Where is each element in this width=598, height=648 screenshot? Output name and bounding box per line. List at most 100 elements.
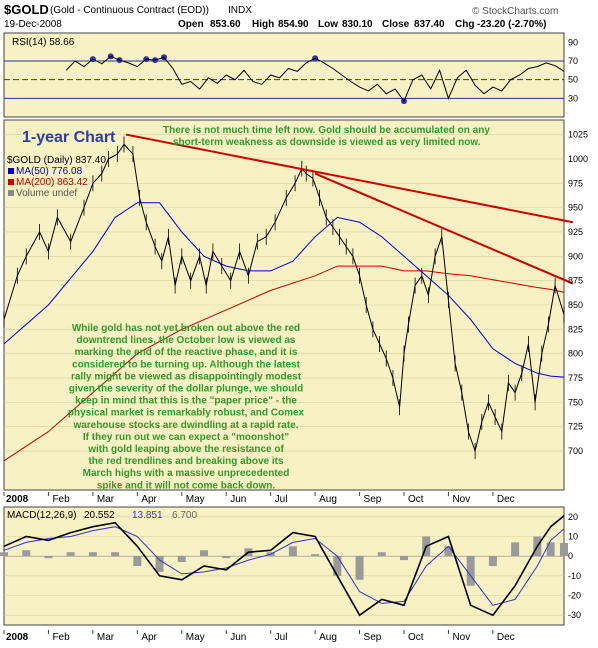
month-label: May [186, 494, 205, 505]
trendline [314, 172, 574, 285]
macd-tick-label: -30 [568, 610, 581, 620]
month-label: Oct [408, 494, 424, 505]
macd-histogram-bar [333, 556, 342, 576]
macd-legend-macd: 20.552 [84, 510, 115, 521]
trendline [126, 133, 574, 224]
chart-symbol: $GOLD [4, 2, 49, 17]
ma50-line [3, 202, 565, 378]
chg-label: Chg [455, 19, 474, 30]
macd-histogram-bar [133, 556, 142, 566]
ma200-line [3, 265, 565, 462]
macd-histogram-bar [200, 550, 208, 557]
macd-panel [3, 506, 565, 626]
month-label: Feb [52, 494, 70, 505]
month-label: Feb [52, 632, 70, 643]
month-label: Nov [452, 632, 470, 643]
main-comment-line: physical market is remarkably robust, an… [68, 408, 305, 419]
month-label: Jul [275, 632, 288, 643]
macd-histogram-bar [511, 542, 520, 557]
price-legend-ma50: MA(50) 776.08 [16, 166, 83, 177]
macd-histogram-bar [466, 556, 475, 586]
open-label: Open [178, 19, 204, 30]
month-label: Apr [141, 632, 157, 643]
ma200-legend-swatch [8, 179, 14, 185]
month-label: Aug [319, 494, 337, 505]
macd-tick-label: -10 [568, 571, 581, 581]
price-tick-label: 850 [568, 300, 583, 310]
price-line [3, 143, 565, 453]
macd-legend-hist: 6.700 [172, 510, 197, 521]
main-comment-line: March highs with a massive unprecedented [83, 468, 290, 479]
macd-tick-label: 10 [568, 532, 578, 542]
price-tick-label: 800 [568, 349, 583, 359]
macd-histogram-bar [155, 556, 164, 572]
rsi-line [65, 55, 565, 103]
chart-description: (Gold - Continuous Contract (EOD)) [50, 5, 209, 16]
month-label: Sep [364, 632, 382, 643]
macd-histogram-bar [177, 556, 186, 563]
main-comment-line: downtrend lines, the October low is view… [77, 335, 296, 346]
macd-tick-label: 20 [568, 512, 578, 522]
macd-histogram-bar [400, 556, 408, 561]
top-comment-line-1: There is not much time left now. Gold sh… [163, 125, 490, 136]
volume-legend-swatch [8, 190, 14, 196]
main-comment-line: with gold leaping above the resistance o… [87, 444, 284, 455]
price-legend-volume: Volume undef [16, 188, 77, 199]
price-tick-label: 925 [568, 227, 583, 237]
macd-legend-signal: 13.851 [132, 510, 163, 521]
rsi-tick-label: 50 [568, 75, 578, 85]
rsi-tick-label: 30 [568, 93, 578, 103]
top-comment-line-2: short-term weakness as downside is viewe… [173, 137, 481, 148]
month-label: Jun [230, 632, 246, 643]
macd-histogram-bar [444, 546, 453, 557]
main-comment-line: given the severity of the dollar plunge,… [69, 384, 303, 395]
price-tick-label: 1000 [568, 154, 588, 164]
chg-value: -23.20 (-2.70%) [477, 19, 546, 30]
macd-histogram-bar [546, 542, 555, 557]
month-label: Jun [230, 494, 246, 505]
price-tick-label: 825 [568, 324, 583, 334]
chart-date: 19-Dec-2008 [4, 19, 62, 30]
macd-line [3, 515, 565, 617]
main-comment-line: considered to be turning up. Although th… [72, 359, 301, 370]
main-comment-line: rally might be viewed as disappointingly… [71, 371, 302, 382]
close-value: 837.40 [414, 19, 445, 30]
macd-tick-label: 0 [568, 551, 573, 561]
rsi-tick-label: 70 [568, 56, 578, 66]
rsi-tick-label: 90 [568, 37, 578, 47]
price-tick-label: 900 [568, 251, 583, 261]
macd-histogram-bar [44, 556, 53, 559]
main-comment-line: marking the end of the reactive phase, a… [75, 347, 298, 358]
month-label: May [186, 632, 205, 643]
price-tick-label: 725 [568, 422, 583, 432]
month-label: Dec [497, 632, 515, 643]
macd-legend-label: MACD(12,26,9) [7, 510, 76, 521]
month-label: Nov [452, 494, 470, 505]
macd-histogram-bar [111, 552, 120, 557]
macd-histogram-bar [377, 552, 386, 557]
price-tick-label: 700 [568, 446, 583, 456]
rsi-legend: RSI(14) 58.66 [12, 37, 75, 48]
high-label: High [252, 19, 274, 30]
macd-signal-line [3, 526, 565, 606]
chart-exchange: INDX [228, 5, 252, 16]
main-comment-line: warehouse stocks are dwindling at a rapi… [72, 420, 298, 431]
main-comment-line: the red trendlines and breaking above it… [88, 456, 283, 467]
macd-histogram-bar [88, 552, 97, 557]
ma50-legend-swatch [8, 168, 14, 174]
month-label: Sep [364, 494, 382, 505]
main-comment-line: If they run out we can expect a "moonsho… [83, 432, 289, 443]
month-label: Dec [497, 494, 515, 505]
macd-histogram-bar [288, 546, 297, 557]
month-label: 2008 [6, 632, 29, 643]
month-label: Apr [141, 494, 157, 505]
month-label: Mar [97, 632, 115, 643]
macd-histogram-bar [66, 552, 75, 557]
low-label: Low [318, 19, 338, 30]
macd-histogram-bar [222, 556, 231, 559]
macd-histogram-bar [0, 552, 8, 557]
price-tick-label: 950 [568, 203, 583, 213]
macd-histogram-bar [355, 556, 364, 580]
month-label: Aug [319, 632, 337, 643]
